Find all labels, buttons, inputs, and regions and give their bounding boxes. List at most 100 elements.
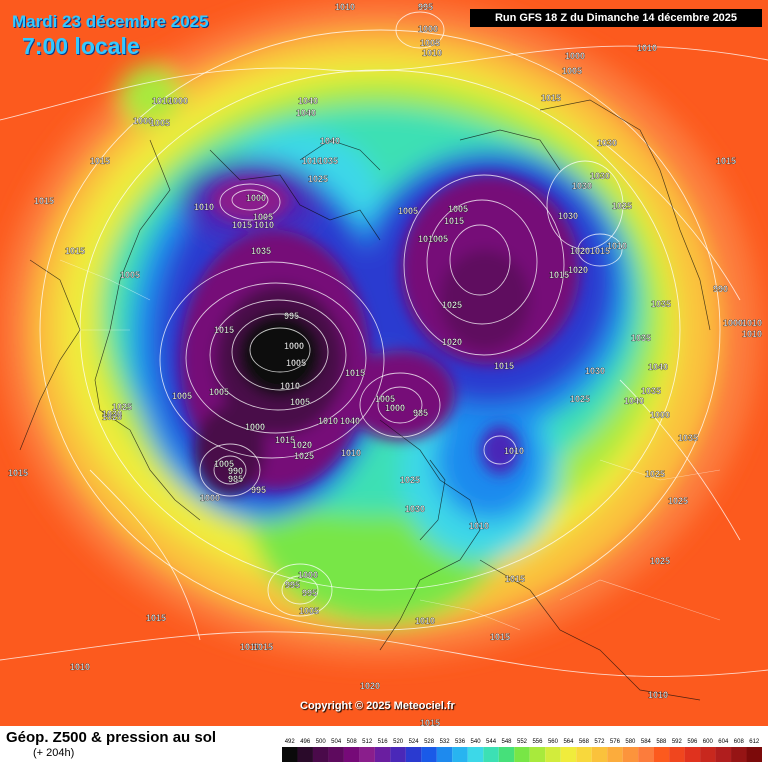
pressure-label: 1010 <box>318 416 338 426</box>
copyright-text: Copyright © 2025 Meteociel.fr <box>300 700 455 712</box>
pressure-label: 1040 <box>624 396 644 406</box>
isobar-lines <box>0 11 768 678</box>
legend-swatch <box>653 747 670 762</box>
pressure-label: 1025 <box>442 300 462 310</box>
legend-label: 560 <box>548 739 559 745</box>
legend-swatch <box>622 747 639 762</box>
pressure-label: 1010 <box>742 329 762 339</box>
pressure-label: 1015 <box>90 156 110 166</box>
legend-label: 536 <box>455 739 466 745</box>
pressure-label: 1025 <box>294 451 314 461</box>
legend-label: 576 <box>610 739 621 745</box>
pressure-label: 1020 <box>102 412 122 422</box>
forecast-time: 7:00 locale <box>22 33 140 59</box>
legend-swatch <box>731 747 747 762</box>
pressure-label: 1000 <box>723 318 743 328</box>
pressure-label: 1005 <box>375 394 395 404</box>
pressure-label: 1015 <box>146 613 166 623</box>
legend-swatch <box>576 747 592 762</box>
legend-swatch <box>483 747 499 762</box>
legend-swatch <box>498 747 515 762</box>
pressure-label: 1010 <box>648 690 668 700</box>
pressure-label: 1030 <box>597 138 617 148</box>
legend-label: 584 <box>641 739 652 745</box>
legend-label: 496 <box>300 739 311 745</box>
legend-swatch <box>328 747 344 762</box>
legend-swatch <box>405 747 422 762</box>
pressure-label: 1010 <box>280 381 300 391</box>
pressure-label: 1015 <box>541 93 561 103</box>
pressure-label: 1015 <box>34 196 54 206</box>
pressure-label: 1015 <box>253 642 273 652</box>
pressure-label: 1010 <box>302 156 322 166</box>
pressure-label: 1040 <box>340 416 360 426</box>
legend-label: 516 <box>378 739 389 745</box>
legend-swatch <box>607 747 623 762</box>
pressure-label: 1035 <box>651 299 671 309</box>
pressure-label: 1000 <box>200 493 220 503</box>
pressure-label: 1030 <box>590 171 610 181</box>
legend-swatch <box>638 747 654 762</box>
legend-label: 492 <box>285 739 296 745</box>
legend-swatch <box>700 747 716 762</box>
pressure-label: 1010 <box>415 616 435 626</box>
pressure-label: 1025 <box>400 475 420 485</box>
pressure-label: 1000 <box>385 403 405 413</box>
pressure-label: 1020 <box>442 337 462 347</box>
pressure-label: 1005 <box>286 358 306 368</box>
pressure-label: 1015 <box>8 468 28 478</box>
pressure-label: 985 <box>228 474 243 484</box>
pressure-label: 1025 <box>668 496 688 506</box>
pressure-label: 1020 <box>360 681 380 691</box>
legend-swatch <box>282 747 298 762</box>
legend-label: 504 <box>331 739 342 745</box>
legend-label: 532 <box>440 739 451 745</box>
pressure-label: 1035 <box>678 433 698 443</box>
pressure-label: 1000 <box>246 193 266 203</box>
pressure-label: 1025 <box>112 402 132 412</box>
pressure-label: 1040 <box>320 136 340 146</box>
legend-swatch <box>669 747 685 762</box>
pressure-label: 1015 <box>716 156 736 166</box>
pressure-label: 1040 <box>296 108 316 118</box>
pressure-label: 1040 <box>648 362 668 372</box>
pressure-label: 1035 <box>641 386 661 396</box>
legend-swatch <box>529 747 546 762</box>
pressure-label: 1000 <box>418 24 438 34</box>
legend-swatch <box>684 747 701 762</box>
legend-label: 572 <box>594 739 605 745</box>
legend-swatch <box>343 747 360 762</box>
legend-label: 520 <box>393 739 404 745</box>
pressure-label: 1005 <box>428 234 448 244</box>
pressure-label: 1015 <box>490 632 510 642</box>
legend-label: 524 <box>409 739 420 745</box>
pressure-label: 1015 <box>444 216 464 226</box>
legend-swatch <box>390 747 406 762</box>
legend-label: 564 <box>563 739 574 745</box>
pressure-label: 1005 <box>253 212 273 222</box>
legend-label: 612 <box>749 739 760 745</box>
pressure-label: 1005 <box>420 38 440 48</box>
legend-label: 540 <box>471 739 482 745</box>
legend-label: 580 <box>625 739 636 745</box>
legend-label: 552 <box>517 739 528 745</box>
pressure-label: 995 <box>418 2 433 12</box>
pressure-label: 1010 <box>70 662 90 672</box>
legend-label: 544 <box>486 739 497 745</box>
pressure-label: 1005 <box>209 387 229 397</box>
pressure-label: 1010 <box>335 2 355 12</box>
legend-swatch <box>421 747 437 762</box>
pressure-label: 1010 <box>607 241 627 251</box>
pressure-label: 1015 <box>590 246 610 256</box>
pressure-label: 1005 <box>150 118 170 128</box>
pressure-label: 1005 <box>214 459 234 469</box>
pressure-label: 1010 <box>194 202 214 212</box>
pressure-label: 1035 <box>318 156 338 166</box>
coastlines <box>19 99 711 701</box>
borders <box>59 259 721 631</box>
legend-label: 500 <box>316 739 327 745</box>
pressure-label: 1015 <box>505 574 525 584</box>
legend-label: 548 <box>502 739 513 745</box>
legend-swatch <box>436 747 453 762</box>
